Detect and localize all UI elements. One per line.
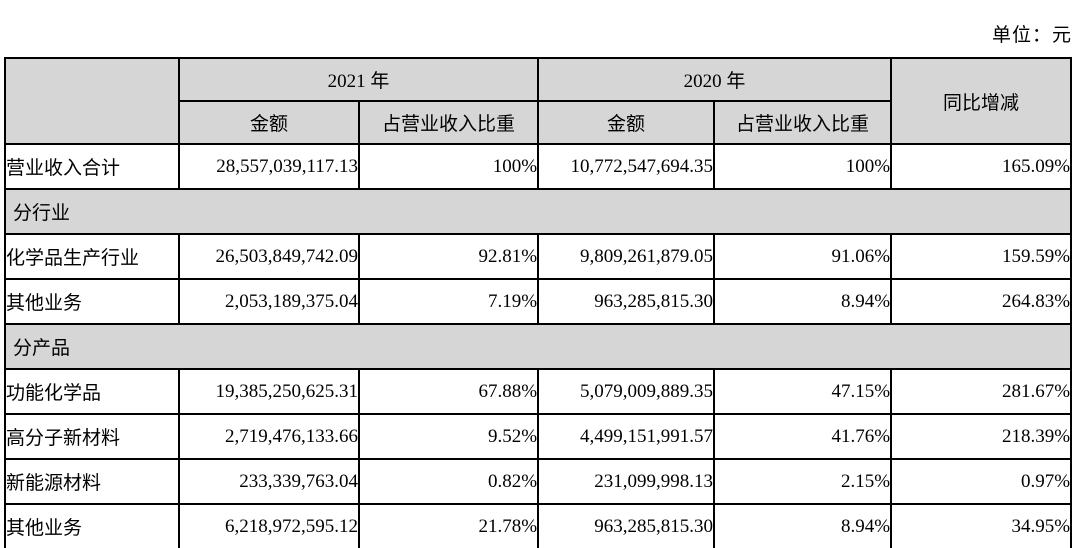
amount-2020-cell: 4,499,151,991.57 [537, 413, 716, 460]
row-label-cell: 高分子新材料 [4, 413, 180, 460]
ratio-2021-cell: 21.78% [357, 503, 540, 548]
amount-2020-cell: 963,285,815.30 [537, 503, 716, 548]
amount-2020-header: 金额 [537, 100, 716, 145]
corner-cell [4, 57, 180, 145]
ratio-2020-cell: 8.94% [713, 278, 893, 325]
amount-2021-cell: 2,719,476,133.66 [178, 413, 360, 460]
ratio-2020-cell: 8.94% [713, 503, 893, 548]
row-label-cell: 新能源材料 [4, 458, 180, 505]
amount-2021-cell: 28,557,039,117.13 [178, 143, 360, 190]
table-row-other-business-product: 其他业务 6,218,972,595.12 21.78% 963,285,815… [4, 503, 1073, 548]
header-row-years: 2021 年 2020 年 同比增减 [4, 57, 1073, 145]
amount-2020-cell: 10,772,547,694.35 [537, 143, 716, 190]
ratio-2021-cell: 67.88% [357, 368, 540, 415]
table-row-polymer-materials: 高分子新材料 2,719,476,133.66 9.52% 4,499,151,… [4, 413, 1073, 460]
amount-2020-cell: 231,099,998.13 [537, 458, 716, 505]
ratio-2020-cell: 100% [713, 143, 893, 190]
ratio-2020-cell: 2.15% [713, 458, 893, 505]
section-label-cell: 分产品 [3, 323, 1073, 370]
header-row-measures: 金额 占营业收入比重 金额 占营业收入比重 [5, 100, 1071, 145]
ratio-2021-header: 占营业收入比重 [357, 100, 540, 145]
yoy-cell: 264.83% [890, 278, 1073, 325]
section-label-cell: 分行业 [3, 188, 1073, 235]
year-2020-header: 2020 年 [537, 57, 893, 102]
yoy-cell: 159.59% [890, 233, 1073, 280]
ratio-2021-cell: 100% [357, 143, 540, 190]
ratio-2020-header: 占营业收入比重 [713, 100, 893, 145]
yoy-cell: 34.95% [890, 503, 1073, 548]
amount-2021-header: 金额 [178, 100, 360, 145]
row-label-cell: 营业收入合计 [4, 143, 180, 190]
amount-2021-cell: 2,053,189,375.04 [178, 278, 360, 325]
revenue-breakdown-table: 2021 年 2020 年 同比增减 金额 占营业收入比重 金额 占营业收入比重… [3, 57, 1073, 548]
ratio-2020-cell: 47.15% [713, 368, 893, 415]
amount-2021-cell: 6,218,972,595.12 [178, 503, 360, 548]
yoy-cell: 218.39% [890, 413, 1073, 460]
yoy-cell: 165.09% [890, 143, 1073, 190]
amount-2021-cell: 19,385,250,625.31 [178, 368, 360, 415]
table-row-functional-chemicals: 功能化学品 19,385,250,625.31 67.88% 5,079,009… [4, 368, 1073, 415]
yoy-header: 同比增减 [890, 57, 1073, 145]
ratio-2021-cell: 92.81% [357, 233, 540, 280]
yoy-cell: 0.97% [890, 458, 1073, 505]
row-label-cell: 其他业务 [4, 503, 180, 548]
amount-2020-cell: 963,285,815.30 [537, 278, 716, 325]
amount-2020-cell: 9,809,261,879.05 [537, 233, 716, 280]
table-row-other-business-industry: 其他业务 2,053,189,375.04 7.19% 963,285,815.… [4, 278, 1073, 325]
ratio-2021-cell: 7.19% [357, 278, 540, 325]
row-label-cell: 化学品生产行业 [4, 233, 180, 280]
year-2021-header: 2021 年 [177, 57, 540, 102]
table-row-chemical-industry: 化学品生产行业 26,503,849,742.09 92.81% 9,809,2… [4, 233, 1073, 280]
table-row-new-energy-materials: 新能源材料 233,339,763.04 0.82% 231,099,998.1… [4, 458, 1073, 505]
ratio-2021-cell: 9.52% [357, 413, 540, 460]
section-row-by-industry: 分行业 [3, 188, 1073, 235]
section-row-by-product: 分产品 [3, 323, 1073, 370]
amount-2020-cell: 5,079,009,889.35 [537, 368, 716, 415]
amount-2021-cell: 26,503,849,742.09 [178, 233, 360, 280]
unit-label: 单位：元 [991, 25, 1072, 46]
row-label-cell: 其他业务 [4, 278, 180, 325]
table-row-total: 营业收入合计 28,557,039,117.13 100% 10,772,547… [4, 143, 1073, 190]
yoy-cell: 281.67% [890, 368, 1073, 415]
row-label-cell: 功能化学品 [4, 368, 180, 415]
amount-2021-cell: 233,339,763.04 [178, 458, 360, 505]
ratio-2020-cell: 91.06% [713, 233, 893, 280]
ratio-2021-cell: 0.82% [357, 458, 540, 505]
ratio-2020-cell: 41.76% [713, 413, 893, 460]
